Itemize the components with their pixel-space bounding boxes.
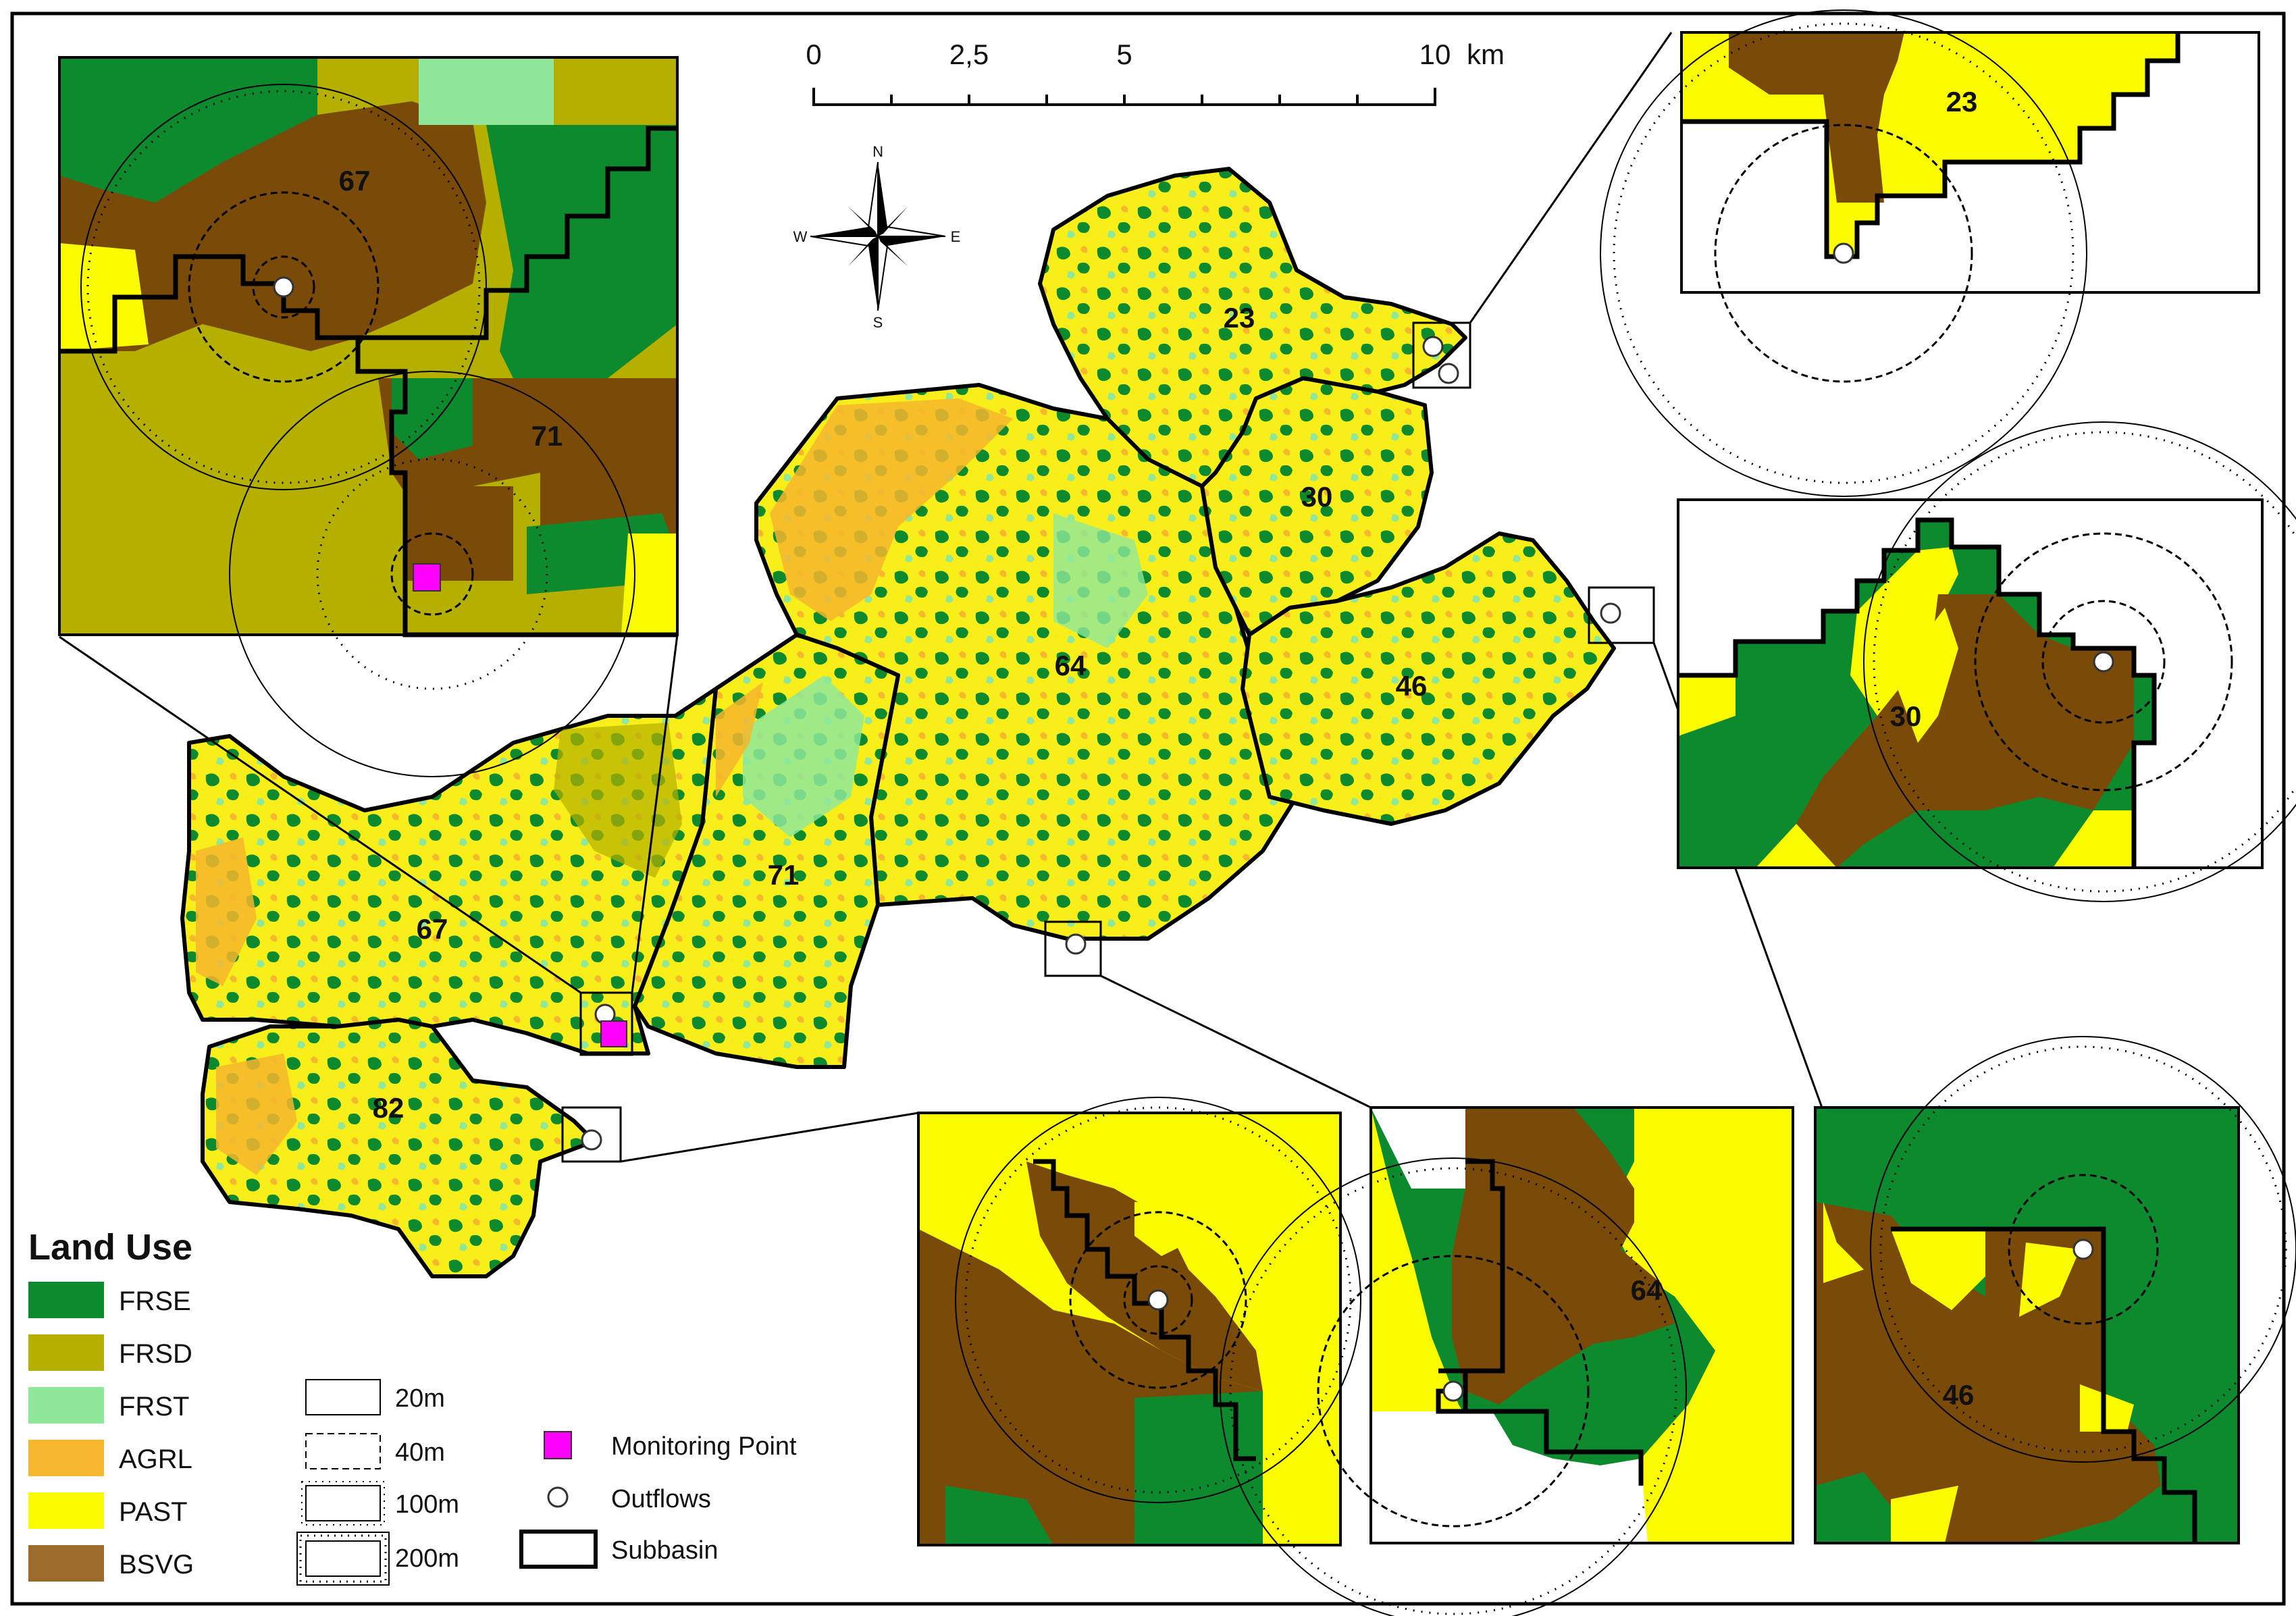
outflow-locators (561, 321, 1655, 1163)
south-label: S (873, 314, 883, 331)
monitoring-point-icon (413, 563, 441, 592)
outflow-icon (581, 1129, 602, 1151)
legend-monitoring-point: Monitoring Point (544, 1431, 797, 1461)
inset-label-71: 71 (531, 420, 563, 452)
legend-label-200m: 200m (395, 1544, 459, 1573)
map-frame (10, 11, 2286, 1606)
legend-label-past: PAST (119, 1497, 188, 1527)
north-arrow-icon: N S E W (793, 143, 961, 331)
east-label: E (951, 228, 961, 245)
legend-label-frst: FRST (119, 1392, 189, 1422)
inset-82 (917, 1097, 1361, 1546)
outflow-icon (1442, 1380, 1464, 1402)
subbasin-label-71: 71 (768, 859, 800, 891)
inset-label-46: 46 (1943, 1379, 1975, 1411)
scale-tick-2-5: 2,5 (949, 38, 989, 70)
subbasin-labels: 23 30 46 64 71 67 82 (373, 302, 1428, 1124)
outflow-icon (1147, 1289, 1169, 1311)
legend-label-bsvg: BSVG (119, 1550, 194, 1580)
inset-label-67: 67 (339, 165, 371, 197)
outflow-icon (1833, 242, 1854, 264)
legend-label-frsd: FRSD (119, 1339, 192, 1369)
legend-buffer-100m: 100m (301, 1481, 459, 1526)
legend-label-agrl: AGRL (119, 1444, 192, 1474)
outflow-icon (273, 276, 294, 298)
legend-label-frse: FRSE (119, 1286, 191, 1316)
legend-label-40m: 40m (395, 1438, 445, 1467)
outflow-icon (1600, 602, 1621, 624)
inset-64: 64 (1220, 1106, 1794, 1616)
outflow-icon (1422, 336, 1444, 357)
subbasin-label-46: 46 (1396, 670, 1428, 702)
subbasin-label-67: 67 (417, 913, 448, 945)
subbasin-46[interactable] (1241, 531, 1616, 826)
inset-67-71: 67 71 (58, 56, 679, 777)
scale-tick-5: 5 (1116, 38, 1132, 70)
subbasin-82[interactable] (201, 1018, 596, 1278)
legend-label-subbasin: Subbasin (611, 1536, 718, 1565)
legend-subbasin: Subbasin (519, 1530, 718, 1569)
legend-title: Land Use (28, 1227, 192, 1268)
inset-label-64: 64 (1631, 1274, 1663, 1306)
inset-23: 23 (1600, 9, 2260, 497)
legend-item-frst: FRST (28, 1387, 189, 1424)
legend-item-bsvg: BSVG (28, 1545, 194, 1582)
outflow-icon (2072, 1239, 2094, 1260)
outflow-markers (581, 336, 1621, 1151)
inset-46: 46 (1814, 1036, 2296, 1544)
scale-tick-0: 0 (806, 38, 821, 70)
legend-item-past: PAST (28, 1492, 188, 1529)
legend-item-frse: FRSE (28, 1282, 191, 1318)
legend-buffer-40m: 40m (305, 1433, 445, 1469)
legend: Land Use FRSE FRSD FRST AGRL PAST BSVG (28, 1227, 797, 1586)
scale-tick-10: 10 (1419, 38, 1451, 70)
legend-item-agrl: AGRL (28, 1440, 192, 1476)
west-label: W (793, 228, 808, 245)
monitoring-point-icon (600, 1020, 627, 1047)
subbasin-polygons (180, 167, 1616, 1278)
subbasin-label-23: 23 (1224, 302, 1255, 334)
legend-label-20m: 20m (395, 1384, 445, 1413)
subbasin-23[interactable] (1038, 167, 1467, 488)
outflow-icon (1438, 363, 1459, 384)
north-label: N (872, 143, 883, 160)
legend-buffer-200m: 200m (296, 1532, 459, 1586)
outflow-icon (1065, 933, 1087, 955)
outflow-icon (2093, 651, 2114, 673)
subbasin-label-82: 82 (373, 1092, 405, 1124)
inset-label-23: 23 (1946, 86, 1978, 118)
inset-label-30: 30 (1890, 700, 1922, 732)
inset-30: 30 (1677, 421, 2296, 902)
scale-unit: km (1467, 38, 1505, 70)
scale-bar: 0 2,5 5 10 km (806, 38, 1505, 106)
legend-outflows: Outflows (547, 1485, 711, 1513)
legend-label-monitoring-point: Monitoring Point (611, 1432, 797, 1461)
subbasin-label-30: 30 (1301, 481, 1333, 513)
legend-label-100m: 100m (395, 1490, 459, 1519)
legend-buffer-20m: 20m (305, 1379, 445, 1415)
subbasin-label-64: 64 (1055, 650, 1087, 681)
legend-item-frsd: FRSD (28, 1334, 192, 1371)
legend-label-outflows: Outflows (611, 1485, 711, 1513)
